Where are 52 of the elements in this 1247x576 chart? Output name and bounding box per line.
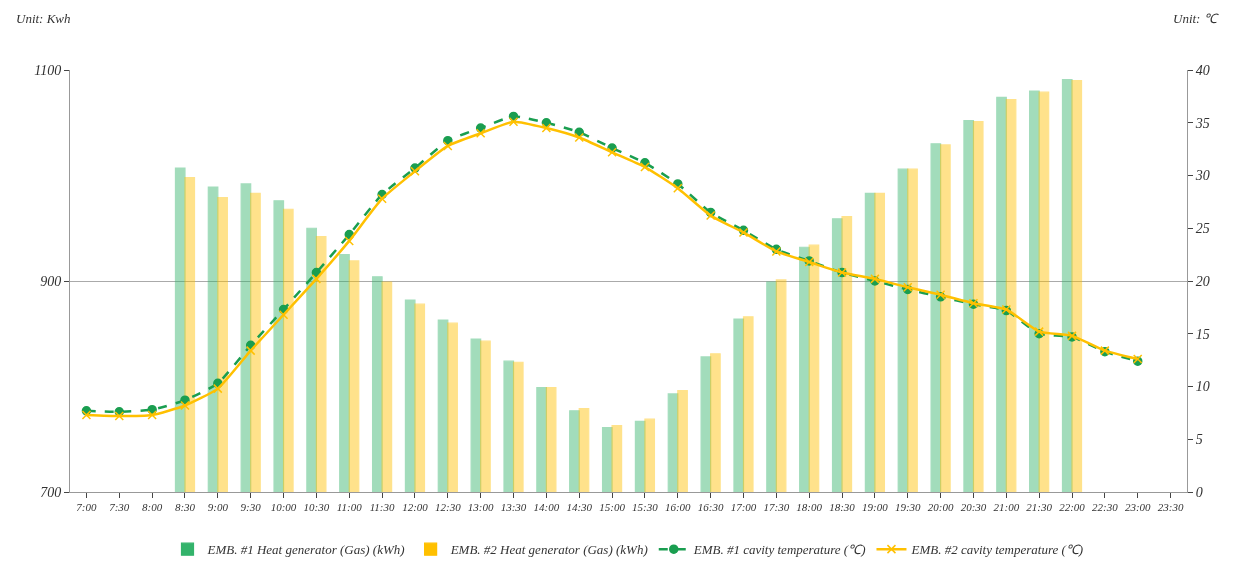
y2-tick-label: 30	[1194, 168, 1210, 184]
x-tick-label: 12:30	[434, 501, 462, 514]
x-tick-label: 14:00	[533, 501, 560, 514]
x-tick-label: 8:00	[142, 501, 163, 514]
x-tick-label: 15:30	[632, 501, 659, 514]
x-tick-label: 16:00	[664, 501, 692, 514]
x-tick-label: 23:00	[1124, 501, 1152, 514]
x-tick-label: 9:30	[240, 501, 262, 514]
y2-tick-label: 20	[1195, 273, 1210, 289]
x-tick-label: 7:00	[76, 501, 98, 514]
legend-label: EMB. #1 Heat generator (Gas) (kWh)	[206, 542, 405, 558]
x-tick-label: 16:30	[697, 501, 724, 514]
x-tick-label: 17:00	[730, 501, 757, 514]
x-tick-label: 19:00	[862, 501, 889, 514]
x-tick-label: 7:30	[109, 501, 130, 514]
x-tick-label: 10:00	[270, 501, 297, 514]
x-tick-label: 14:30	[566, 501, 593, 514]
x-tick-label: 11:30	[369, 501, 396, 514]
legend-label: EMB. #2 cavity temperature (℃)	[910, 542, 1084, 558]
y-tick-label: 1100	[34, 62, 62, 78]
x-tick-label: 18:30	[829, 501, 856, 514]
x-tick-label: 8:30	[174, 501, 196, 514]
y2-tick-label: 15	[1195, 326, 1210, 342]
x-tick-label: 20:30	[960, 501, 987, 514]
x-tick-label: 11:00	[336, 501, 363, 514]
x-tick-label: 22:30	[1092, 501, 1119, 514]
legend-label: EMB. #2 Heat generator (Gas) (kWh)	[449, 542, 648, 558]
x-tick-label: 13:00	[467, 501, 494, 514]
x-tick-label: 10:30	[303, 501, 330, 514]
y2-axis-title: Unit: ℃	[1173, 11, 1219, 26]
y2-tick-label: 10	[1195, 379, 1210, 395]
x-tick-label: 13:30	[500, 501, 527, 514]
x-tick-label: 9:00	[207, 501, 229, 514]
legend-label: EMB. #1 cavity temperature (℃)	[692, 542, 866, 558]
y2-tick-label: 35	[1194, 115, 1210, 131]
y2-tick-label: 5	[1195, 432, 1203, 448]
y2-tick-label: 0	[1195, 484, 1203, 500]
y2-tick-label: 40	[1195, 62, 1210, 78]
x-tick-label: 17:30	[763, 501, 790, 514]
y-axis-title: Unit: Kwh	[16, 11, 71, 26]
x-tick-label: 12:00	[402, 501, 429, 514]
y2-tick-label: 25	[1195, 221, 1210, 237]
y-tick-label: 900	[40, 273, 62, 289]
x-tick-label: 22:00	[1059, 501, 1086, 514]
x-tick-label: 19:30	[894, 501, 922, 514]
x-tick-label: 21:30	[1026, 501, 1053, 514]
x-tick-label: 15:00	[599, 501, 626, 514]
x-tick-label: 20:00	[927, 501, 954, 514]
x-tick-label: 23:30	[1157, 501, 1184, 514]
y-tick-label: 700	[40, 484, 62, 500]
x-tick-label: 21:00	[993, 501, 1020, 514]
x-tick-label: 18:00	[796, 501, 823, 514]
